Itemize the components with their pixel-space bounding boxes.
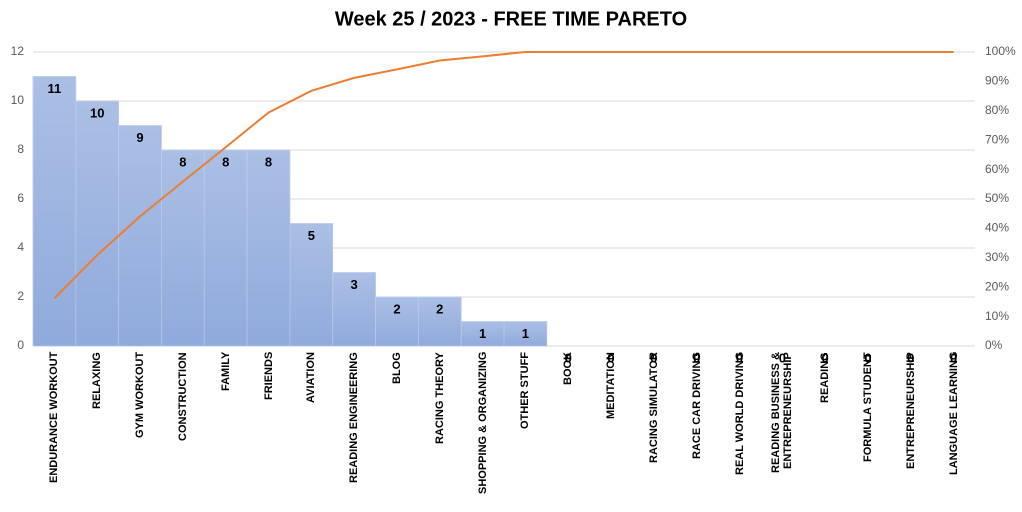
data-label: 0 [607,350,614,365]
y-tick-label: 0 [17,338,24,352]
y2-tick-label: 70% [985,132,1009,146]
bar-sheen [332,272,376,346]
data-label: 8 [265,154,272,169]
y-tick-label: 2 [17,289,24,303]
x-tick-label: ENDURANCE WORKOUT [48,352,61,484]
x-tick-label: RACE CAR DRIVING [690,352,703,459]
y2-tick-label: 100% [985,44,1016,58]
x-tick-label: OTHER STUFF [519,352,532,429]
x-tick-label: BOOK [562,352,575,385]
data-label: 0 [736,350,743,365]
data-label: 10 [90,105,104,120]
data-label: 0 [565,350,572,365]
x-tick-label: READING ENGINEERING [348,352,361,483]
y2-tick-label: 0% [985,338,1003,352]
chart-title: Week 25 / 2023 - FREE TIME PARETO [335,8,687,30]
bar-sheen [161,150,205,346]
y-tick-label: 6 [17,191,24,205]
bar-sheen [118,125,162,346]
x-tick-label: RACING THEORY [433,352,446,444]
data-label: 0 [650,350,657,365]
x-tick-label: RACING SIMULATOR [647,352,660,463]
y-tick-label: 10 [11,93,25,107]
bar-sheen [33,76,76,346]
y-tick-label: 12 [11,44,25,58]
x-tick-label: LANGUAGE LEARNING [947,352,960,476]
bar-sheen [504,321,547,346]
x-tick-label: SHOPPING & ORGANIZING [476,352,489,495]
cumulative-line [53,51,954,300]
data-label: 8 [179,154,186,169]
x-tick-label: READING [819,352,832,403]
data-label: 9 [136,130,143,145]
y2-tick-label: 40% [985,221,1009,235]
bar-sheen [375,297,419,346]
x-tick-label: BLOG [390,352,403,384]
x-tick-label: FORMULA STUDENT [861,352,874,462]
y-tick-label: 4 [17,240,24,254]
bar-sheen [289,223,333,346]
x-tick-label: REAL WORLD DRIVING [733,352,746,476]
data-label: 3 [351,277,358,292]
data-label: 2 [436,301,443,316]
data-label: 1 [479,326,486,341]
y2-tick-label: 50% [985,191,1009,205]
data-label: 0 [822,350,829,365]
data-label: 11 [48,81,62,96]
bar-sheen [247,150,290,346]
y-tick-label: 8 [17,142,24,156]
x-tick-label: FAMILY [219,352,232,392]
data-label: 0 [907,350,914,365]
x-tick-label: ENTREPRENEURSHIP [904,352,917,469]
x-tick-label: MEDITATION [604,352,617,419]
data-label: 1 [522,326,529,341]
data-label: 2 [393,301,400,316]
y2-tick-label: 30% [985,250,1009,264]
data-label: 0 [693,350,700,365]
bar-sheen [204,150,248,346]
data-label: 0 [950,350,957,365]
bar-sheen [461,321,504,346]
bar-sheen [75,101,119,346]
y2-tick-label: 80% [985,103,1009,117]
y2-tick-label: 20% [985,279,1009,293]
x-tick-label: CONSTRUCTION [176,352,189,441]
data-label: 8 [222,154,229,169]
bar-sheen [418,297,462,346]
data-label: 0 [864,350,871,365]
x-tick-label: RELAXING [91,352,104,409]
data-label: 5 [308,228,315,243]
y2-tick-label: 10% [985,309,1009,323]
y2-tick-label: 60% [985,162,1009,176]
x-tick-label: GYM WORKOUT [133,352,146,439]
x-tick-label: AVIATION [305,352,318,403]
x-tick-label: READING BUSINESS & ENTREPRENEURSHIP [770,352,795,474]
data-label: 0 [779,350,786,365]
y2-tick-label: 90% [985,74,1009,88]
x-tick-label: FRIENDS [262,352,275,401]
